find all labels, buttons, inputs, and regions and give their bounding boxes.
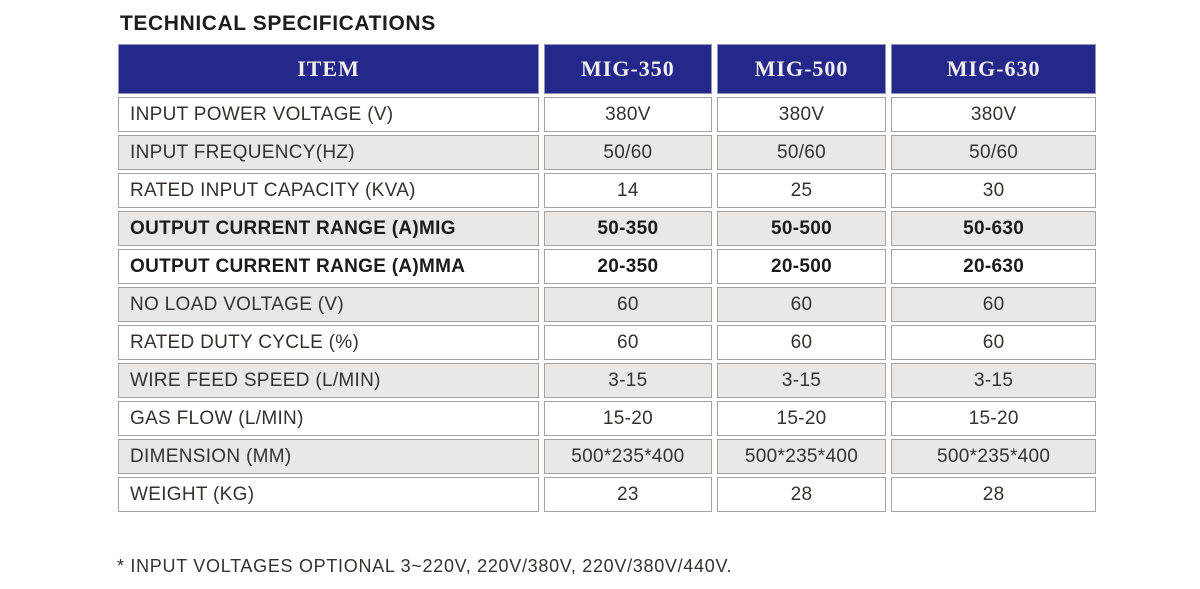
- spec-value: 50/60: [544, 135, 712, 170]
- spec-value: 28: [716, 477, 887, 512]
- spec-value: 30: [891, 173, 1096, 208]
- spec-label: OUTPUT CURRENT RANGE (A)MIG: [118, 211, 540, 246]
- spec-value: 380V: [716, 97, 887, 132]
- spec-value: 500*235*400: [544, 439, 712, 474]
- spec-value: 14: [544, 173, 712, 208]
- table-row: WEIGHT (KG) 23 28 28: [118, 477, 1096, 512]
- header-row: ITEM MIG-350 MIG-500 MIG-630: [118, 44, 1096, 94]
- spec-value: 15-20: [891, 401, 1096, 436]
- col-header-item: ITEM: [118, 44, 540, 94]
- spec-label: WEIGHT (KG): [118, 477, 540, 512]
- spec-value: 60: [891, 325, 1096, 360]
- spec-value: 60: [544, 287, 712, 322]
- table-row: INPUT FREQUENCY(HZ) 50/60 50/60 50/60: [118, 135, 1096, 170]
- spec-value: 380V: [891, 97, 1096, 132]
- spec-value: 50-500: [716, 211, 887, 246]
- spec-label: INPUT FREQUENCY(HZ): [118, 135, 540, 170]
- spec-value: 28: [891, 477, 1096, 512]
- spec-label: RATED DUTY CYCLE (%): [118, 325, 540, 360]
- spec-label: GAS FLOW (L/MIN): [118, 401, 540, 436]
- spec-value: 60: [716, 325, 887, 360]
- page-title: TECHNICAL SPECIFICATIONS: [120, 12, 436, 35]
- spec-value: 50/60: [891, 135, 1096, 170]
- spec-value: 25: [716, 173, 887, 208]
- spec-value: 20-630: [891, 249, 1096, 284]
- table-row: WIRE FEED SPEED (L/MIN) 3-15 3-15 3-15: [118, 363, 1096, 398]
- col-header-mig350: MIG-350: [544, 44, 712, 94]
- spec-value: 20-350: [544, 249, 712, 284]
- spec-value: 50/60: [716, 135, 887, 170]
- spec-value: 60: [891, 287, 1096, 322]
- spec-value: 60: [544, 325, 712, 360]
- spec-label: NO LOAD VOLTAGE (V): [118, 287, 540, 322]
- table-row: INPUT POWER VOLTAGE (V) 380V 380V 380V: [118, 97, 1096, 132]
- spec-value: 23: [544, 477, 712, 512]
- spec-value: 50-350: [544, 211, 712, 246]
- input-voltage-footnote: * INPUT VOLTAGES OPTIONAL 3~220V, 220V/3…: [117, 556, 733, 576]
- spec-value: 3-15: [891, 363, 1096, 398]
- spec-value: 50-630: [891, 211, 1096, 246]
- spec-value: 15-20: [716, 401, 887, 436]
- spec-label: OUTPUT CURRENT RANGE (A)MMA: [118, 249, 540, 284]
- spec-value: 3-15: [716, 363, 887, 398]
- spec-value: 60: [716, 287, 887, 322]
- table-row: NO LOAD VOLTAGE (V) 60 60 60: [118, 287, 1096, 322]
- spec-label: DIMENSION (MM): [118, 439, 540, 474]
- spec-value: 500*235*400: [716, 439, 887, 474]
- spec-value: 15-20: [544, 401, 712, 436]
- spec-value: 3-15: [544, 363, 712, 398]
- spec-value: 380V: [544, 97, 712, 132]
- spec-table-body: INPUT POWER VOLTAGE (V) 380V 380V 380V I…: [118, 97, 1096, 512]
- spec-table-header: ITEM MIG-350 MIG-500 MIG-630: [118, 44, 1096, 94]
- table-row: OUTPUT CURRENT RANGE (A)MIG 50-350 50-50…: [118, 211, 1096, 246]
- table-row: DIMENSION (MM) 500*235*400 500*235*400 5…: [118, 439, 1096, 474]
- col-header-mig630: MIG-630: [891, 44, 1096, 94]
- table-row: RATED DUTY CYCLE (%) 60 60 60: [118, 325, 1096, 360]
- spec-value: 500*235*400: [891, 439, 1096, 474]
- table-row: RATED INPUT CAPACITY (KVA) 14 25 30: [118, 173, 1096, 208]
- spec-label: WIRE FEED SPEED (L/MIN): [118, 363, 540, 398]
- col-header-mig500: MIG-500: [716, 44, 887, 94]
- spec-value: 20-500: [716, 249, 887, 284]
- spec-label: RATED INPUT CAPACITY (KVA): [118, 173, 540, 208]
- table-row: OUTPUT CURRENT RANGE (A)MMA 20-350 20-50…: [118, 249, 1096, 284]
- table-row: GAS FLOW (L/MIN) 15-20 15-20 15-20: [118, 401, 1096, 436]
- spec-label: INPUT POWER VOLTAGE (V): [118, 97, 540, 132]
- spec-table: ITEM MIG-350 MIG-500 MIG-630 INPUT POWER…: [113, 41, 1101, 515]
